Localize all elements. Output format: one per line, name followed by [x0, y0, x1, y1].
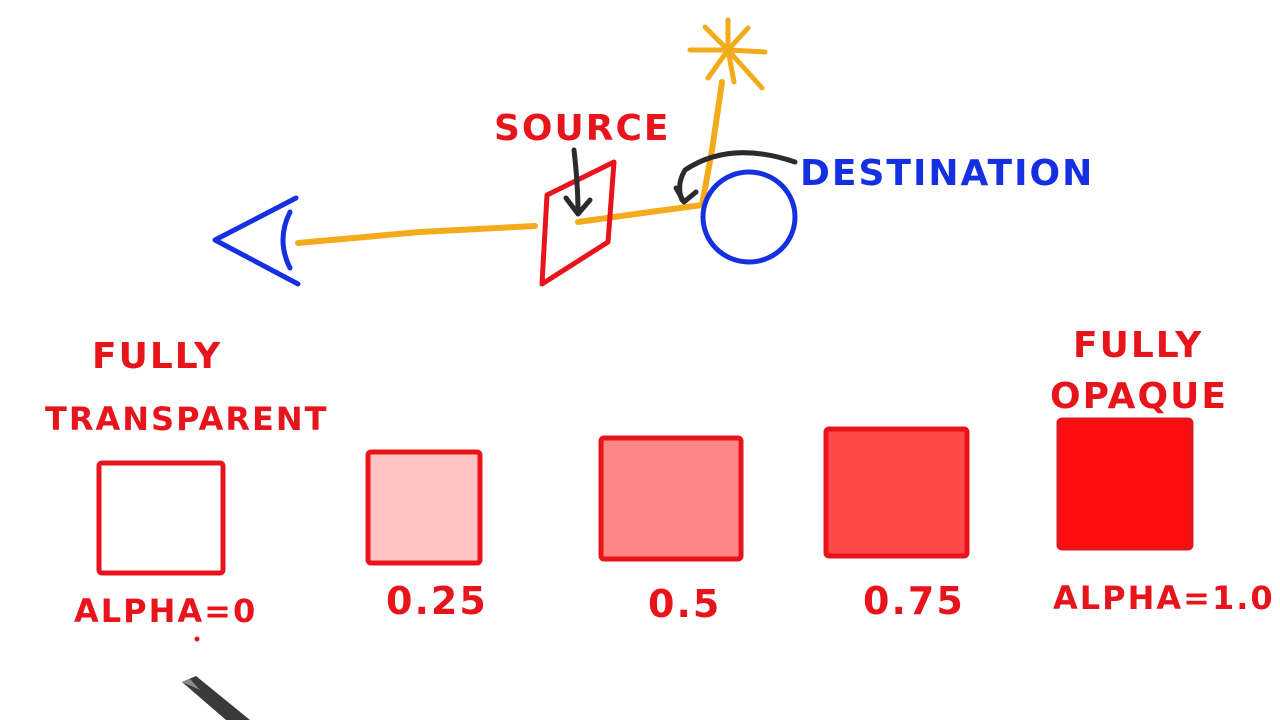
eye-icon: [212, 195, 301, 287]
alpha-swatch-0: [96, 460, 226, 576]
alpha-swatch-4: [1056, 417, 1194, 551]
alpha-swatches: ALPHA=0 0.25 0.5 0.75 ALPHA=1.0: [74, 417, 1275, 630]
destination-object: [700, 169, 798, 265]
alpha-swatch-3: [823, 426, 970, 559]
fully-transparent-label-1: FULLY: [92, 336, 222, 377]
alpha-swatch-2: [598, 435, 744, 562]
pen-icon: [182, 676, 250, 720]
source-pane: [539, 159, 617, 287]
alpha-label-3: 0.75: [863, 579, 965, 623]
fully-opaque-label-1: FULLY: [1073, 325, 1203, 366]
alpha-swatch-1: [365, 449, 483, 566]
light-ray: [295, 79, 725, 246]
alpha-label-1: 0.25: [386, 579, 488, 623]
fully-opaque-label-2: OPAQUE: [1050, 376, 1228, 417]
alpha-label-0: ALPHA=0: [74, 592, 257, 630]
alpha-label-2: 0.5: [648, 582, 721, 626]
fully-transparent-label-2: TRANSPARENT: [45, 400, 328, 438]
ink-dot: [194, 636, 200, 642]
alpha-label-4: ALPHA=1.0: [1053, 579, 1275, 617]
destination-label: DESTINATION: [800, 153, 1094, 194]
source-arrow: [563, 147, 593, 217]
sun-icon: [687, 17, 768, 91]
destination-arrow: [673, 150, 798, 205]
source-label: SOURCE: [494, 108, 671, 149]
